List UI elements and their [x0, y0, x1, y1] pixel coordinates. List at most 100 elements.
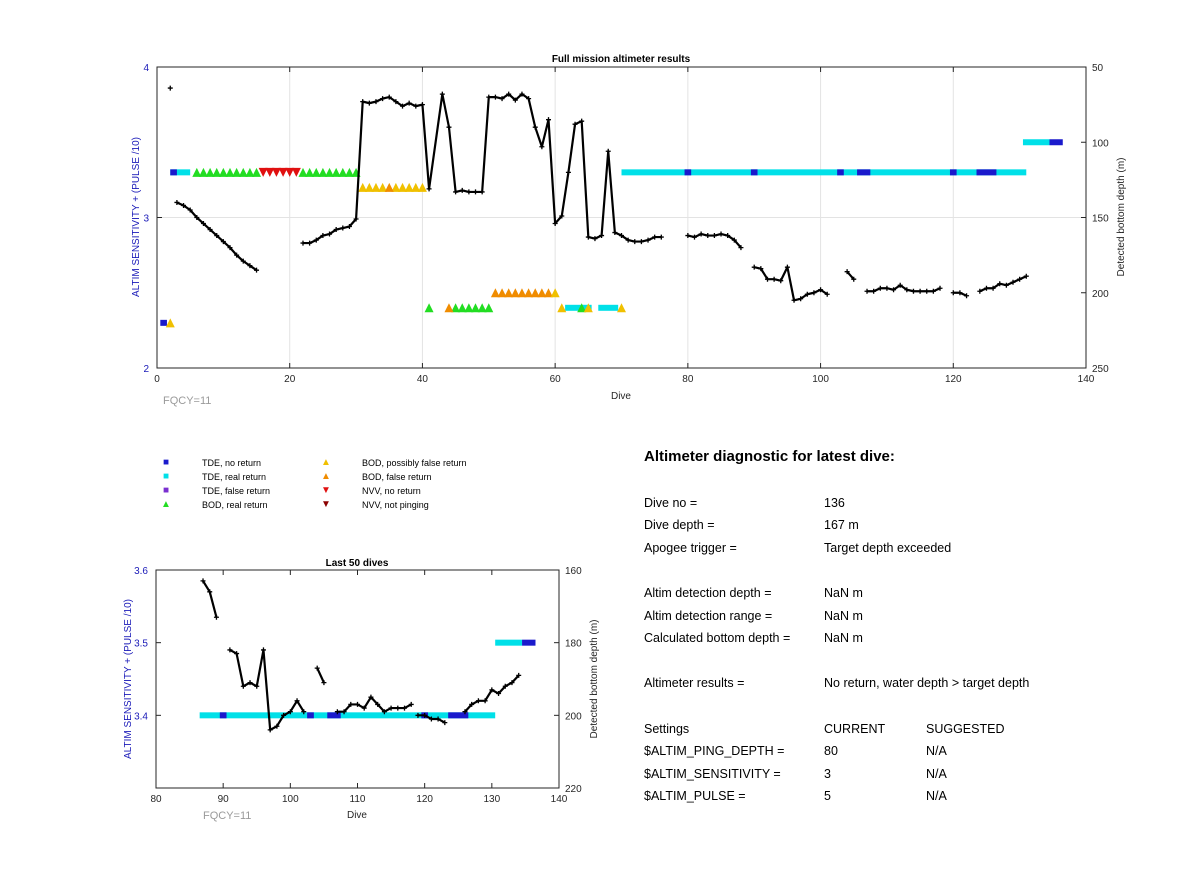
y2-tick-label: 180	[565, 639, 582, 650]
legend-label: NVV, not pinging	[362, 500, 429, 510]
depth-point-marker	[459, 187, 465, 193]
sensitivity-current: 3	[824, 767, 831, 781]
triangle-up-marker	[225, 167, 235, 177]
triangle-up-marker	[391, 182, 401, 192]
triangle-up-marker	[617, 303, 626, 313]
ping-depth-current: 80	[824, 744, 838, 758]
legend-triangle-down-icon: ▼	[321, 485, 331, 496]
legend-square-icon: ■	[162, 485, 170, 496]
depth-point-marker	[731, 237, 737, 243]
x-tick-label: 110	[350, 794, 366, 805]
ping-depth-suggested: N/A	[926, 744, 947, 758]
depth-point-marker	[711, 233, 717, 239]
depth-point-marker	[632, 239, 638, 245]
depth-point-marker	[327, 231, 333, 237]
depth-point-marker	[334, 709, 340, 715]
depth-point-marker	[213, 614, 219, 620]
triangle-down-marker	[285, 167, 295, 177]
bottom-status-bars	[199, 639, 536, 719]
y2-tick-label: 160	[565, 566, 582, 577]
depth-point-marker	[301, 709, 307, 715]
calc-depth-label: Calculated bottom depth =	[644, 631, 791, 645]
diagnostic-title: Altimeter diagnostic for latest dive:	[644, 448, 895, 465]
depth-point-marker	[346, 224, 352, 230]
status-bar	[522, 639, 536, 646]
depth-point-marker	[983, 285, 989, 291]
triangle-up-marker	[424, 303, 434, 313]
triangle-up-marker	[238, 167, 248, 177]
depth-point-marker	[254, 267, 260, 273]
status-bar	[1022, 139, 1050, 146]
bottom-y-axis-label: ALTIM SENSITIVITY + (PULSE /10)	[123, 599, 134, 759]
pulse-suggested: N/A	[926, 789, 947, 803]
depth-point-marker	[388, 705, 394, 711]
triangle-down-marker	[278, 167, 288, 177]
depth-point-marker	[395, 705, 401, 711]
status-bar	[949, 169, 957, 176]
depth-point-marker	[851, 276, 857, 282]
triangle-down-marker	[265, 167, 275, 177]
depth-point-marker	[798, 296, 804, 302]
status-bar	[837, 169, 844, 176]
triangle-up-marker	[471, 303, 481, 313]
y-tick-label: 3	[143, 214, 149, 225]
depth-point-marker	[214, 233, 220, 239]
y2-tick-label: 200	[565, 711, 582, 722]
depth-point-marker	[333, 227, 339, 233]
depth-point-marker	[751, 264, 757, 270]
y2-tick-label: 200	[1092, 289, 1109, 300]
top-y-axis-label: ALTIM SENSITIVITY + (PULSE /10)	[131, 137, 142, 297]
y-tick-label: 3.5	[134, 639, 148, 650]
detect-depth-value: NaN m	[824, 586, 863, 600]
x-tick-label: 90	[218, 794, 230, 805]
sensitivity-label: $ALTIM_SENSITIVITY =	[644, 767, 781, 781]
status-bar	[495, 639, 523, 646]
depth-point-marker	[287, 709, 293, 715]
depth-point-marker	[482, 698, 488, 704]
depth-point-marker	[791, 297, 797, 303]
triangle-up-marker	[252, 167, 262, 177]
triangle-up-marker	[530, 288, 540, 298]
depth-point-marker	[1010, 279, 1016, 285]
triangle-up-marker	[192, 167, 202, 177]
triangle-up-marker	[371, 182, 381, 192]
depth-point-marker	[462, 709, 468, 715]
status-bar	[565, 304, 592, 311]
depth-point-marker	[844, 269, 850, 275]
depth-point-marker	[950, 290, 956, 296]
depth-point-marker	[194, 215, 200, 220]
depth-point-marker	[884, 285, 890, 291]
triangle-up-marker	[497, 288, 507, 298]
triangle-up-marker	[583, 303, 593, 313]
depth-point-marker	[439, 91, 445, 97]
triangle-up-marker	[298, 167, 308, 177]
depth-point-marker	[804, 291, 810, 297]
depth-point-marker	[469, 701, 475, 707]
depth-point-marker	[260, 647, 266, 653]
results-value: No return, water depth > target depth	[824, 676, 1030, 690]
top-fqcy-annotation: FQCY=11	[163, 395, 211, 407]
depth-point-marker	[167, 85, 173, 91]
triangle-up-marker	[311, 167, 321, 177]
y2-tick-label: 250	[1092, 364, 1109, 375]
depth-point-marker	[526, 96, 532, 102]
depth-point-marker	[442, 720, 448, 726]
triangle-up-marker	[510, 288, 520, 298]
x-tick-label: 140	[551, 794, 568, 805]
calc-depth-value: NaN m	[824, 631, 863, 645]
depth-point-marker	[340, 225, 346, 231]
status-bar	[307, 712, 314, 719]
depth-point-marker	[207, 589, 213, 595]
depth-point-marker	[579, 118, 585, 124]
depth-point-marker	[937, 285, 943, 291]
triangle-up-marker	[411, 182, 421, 192]
triangle-up-marker	[444, 303, 454, 313]
x-tick-label: 120	[945, 374, 962, 385]
depth-point-marker	[764, 276, 770, 282]
depth-point-marker	[1003, 282, 1009, 288]
x-tick-label: 120	[416, 794, 433, 805]
depth-point-marker	[585, 234, 591, 240]
depth-point-marker	[200, 221, 206, 227]
triangle-up-marker	[577, 303, 587, 313]
